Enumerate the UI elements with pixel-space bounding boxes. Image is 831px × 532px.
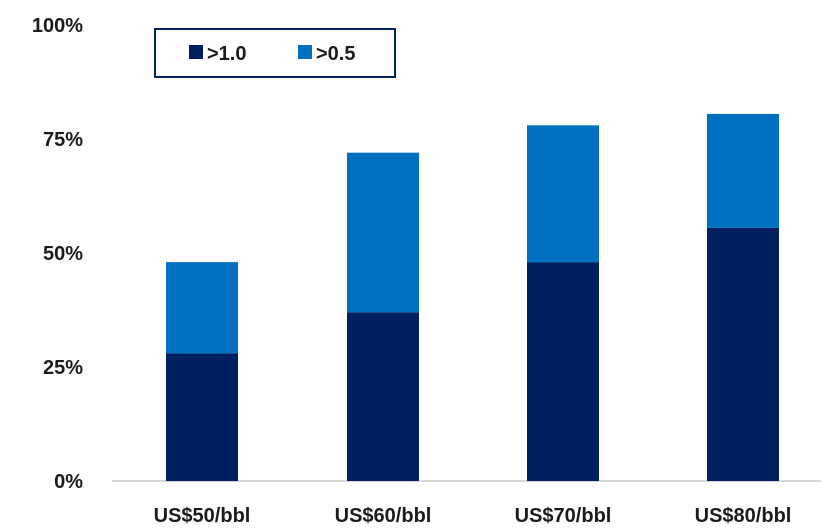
legend-box bbox=[154, 28, 396, 78]
bar-segment-gt-1-0 bbox=[707, 227, 779, 481]
x-axis-category-labels: US$50/bbl US$60/bbl US$70/bbl US$80/bbl bbox=[154, 505, 792, 527]
legend-label-gt-0-5: >0.5 bbox=[316, 43, 355, 65]
legend-label-gt-1-0: >1.0 bbox=[207, 43, 246, 65]
y-tick-label: 25% bbox=[43, 357, 83, 379]
x-category-label: US$50/bbl bbox=[154, 505, 251, 527]
bars bbox=[166, 113, 779, 481]
bar-segment-gt-0-5 bbox=[347, 152, 419, 313]
bar-segment-gt-0-5 bbox=[527, 125, 599, 263]
bar-segment-gt-0-5 bbox=[166, 262, 238, 354]
legend-swatch-gt-0-5 bbox=[298, 45, 312, 59]
y-tick-label: 75% bbox=[43, 129, 83, 151]
y-tick-label: 100% bbox=[32, 15, 83, 37]
y-tick-label: 0% bbox=[54, 471, 83, 493]
bar-segment-gt-1-0 bbox=[527, 262, 599, 481]
legend-swatch-gt-1-0 bbox=[189, 45, 203, 59]
x-category-label: US$80/bbl bbox=[695, 505, 792, 527]
legend: >1.0 >0.5 bbox=[154, 28, 396, 78]
y-tick-label: 50% bbox=[43, 243, 83, 265]
bar-segment-gt-1-0 bbox=[347, 312, 419, 481]
y-axis-tick-labels: 0% 25% 50% 75% 100% bbox=[32, 15, 83, 493]
bar-segment-gt-1-0 bbox=[166, 353, 238, 481]
x-category-label: US$60/bbl bbox=[335, 505, 432, 527]
bar-segment-gt-0-5 bbox=[707, 113, 779, 228]
x-category-label: US$70/bbl bbox=[515, 505, 612, 527]
